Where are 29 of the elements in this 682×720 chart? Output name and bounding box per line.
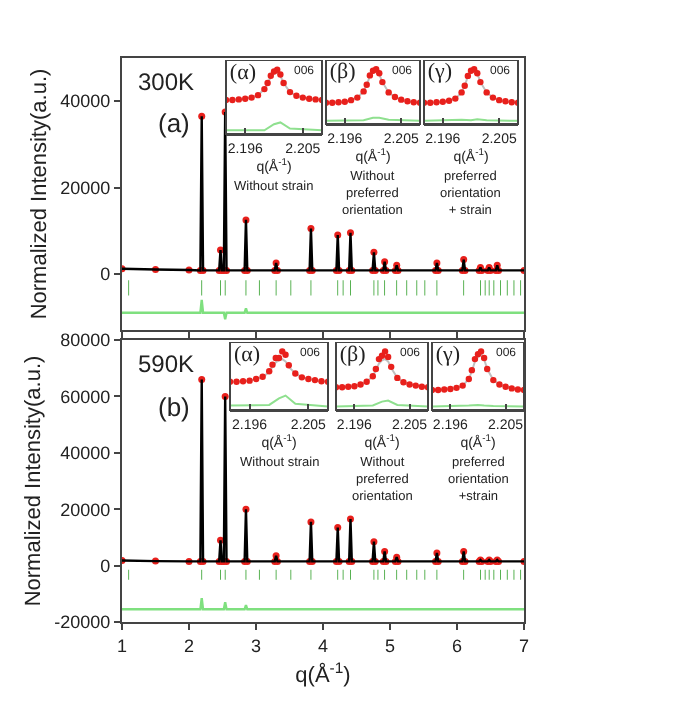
chart-title: (γ) bbox=[427, 60, 453, 85]
y-tick-label: 80000 bbox=[60, 330, 111, 351]
y-tick-label: 20000 bbox=[60, 499, 111, 520]
y-tick-label: 60000 bbox=[60, 386, 111, 407]
x-tick-label: 6 bbox=[451, 635, 463, 656]
x-tick-label: 2 bbox=[183, 635, 195, 656]
annotation: (a) bbox=[158, 108, 190, 138]
x-tick-label: 1 bbox=[116, 635, 128, 656]
chart-title: (β) bbox=[339, 342, 367, 367]
y-axis-title: Normalized Intensity(a.u.) bbox=[27, 68, 52, 320]
x-tick-label: 5 bbox=[384, 635, 396, 656]
annotation: 300K bbox=[138, 68, 195, 96]
y-tick-label: 20000 bbox=[60, 177, 111, 198]
annotation: (b) bbox=[158, 392, 190, 422]
x-tick-label: 7 bbox=[518, 635, 530, 656]
y-tick-label: 0 bbox=[100, 555, 111, 576]
chart-title: (β) bbox=[329, 60, 357, 85]
y-axis-title: Normalized Intensity(a.u.) bbox=[21, 355, 46, 607]
x-axis-title: q(Å$^{-1}$) bbox=[295, 658, 351, 688]
x-tick-label: 3 bbox=[250, 635, 262, 656]
chart-title: (γ) bbox=[435, 342, 461, 367]
x-tick-label: 4 bbox=[317, 635, 329, 656]
y-tick-label: 40000 bbox=[60, 443, 111, 464]
y-tick-label: 0 bbox=[100, 264, 111, 285]
y-tick-label: 40000 bbox=[60, 91, 111, 112]
chart-title: (α) bbox=[233, 342, 261, 367]
annotation: 590K bbox=[138, 350, 195, 378]
y-tick-label: -20000 bbox=[54, 612, 111, 633]
chart-title: (α) bbox=[229, 60, 257, 85]
